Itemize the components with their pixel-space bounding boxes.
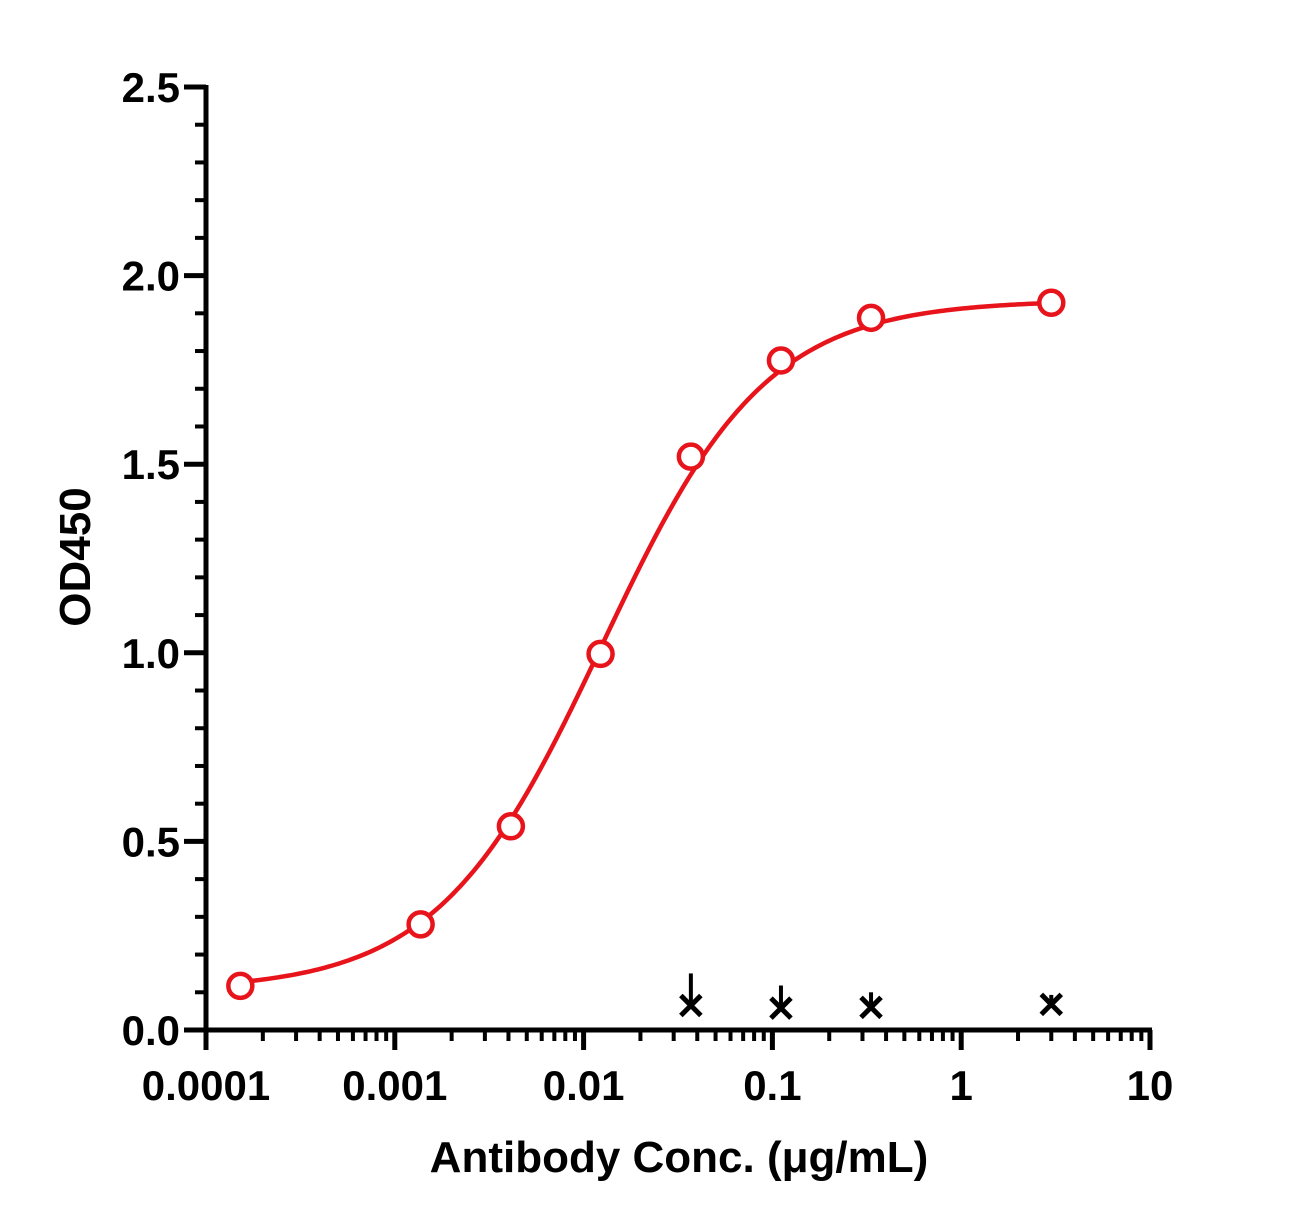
red-data-point	[406, 910, 435, 939]
x-tick-label: 0.01	[543, 1062, 625, 1109]
red-data-point	[496, 812, 526, 841]
fit-curve	[240, 300, 1052, 985]
data-marks	[226, 288, 1066, 1020]
black-x-point	[1039, 992, 1064, 1017]
red-data-point	[766, 346, 796, 375]
x-tick-label: 0.1	[743, 1062, 801, 1109]
red-data-point	[676, 442, 706, 471]
y-tick-label: 0.5	[122, 818, 180, 865]
x-tick-label: 0.001	[342, 1062, 447, 1109]
y-tick-label: 1.5	[122, 441, 180, 488]
x-tick-label: 1	[950, 1062, 973, 1109]
y-axis-title: OD450	[51, 487, 100, 626]
major-ticks	[184, 84, 1153, 1050]
tick-labels: 0.0 0.5 1.0 1.5 2.0 2.5 0.0001 0.001 0.01 0.1 1 10	[122, 64, 1174, 1109]
x-tick-label: 0.0001	[142, 1062, 270, 1109]
red-data-point	[856, 303, 886, 333]
red-data-point	[1037, 288, 1066, 318]
black-x-point	[769, 996, 793, 1020]
black-x-point	[859, 995, 883, 1020]
x-axis-title: Antibody Conc. (μg/mL)	[430, 1133, 929, 1182]
y-tick-label: 0.0	[122, 1007, 180, 1054]
y-tick-label: 2.0	[122, 253, 180, 300]
minor-ticks	[195, 122, 1144, 1041]
x-tick-label: 10	[1127, 1062, 1174, 1109]
y-tick-label: 2.5	[122, 64, 180, 111]
black-x-point	[679, 993, 703, 1018]
y-tick-label: 1.0	[122, 630, 180, 677]
red-data-point	[586, 639, 615, 669]
red-data-point	[226, 971, 255, 1001]
